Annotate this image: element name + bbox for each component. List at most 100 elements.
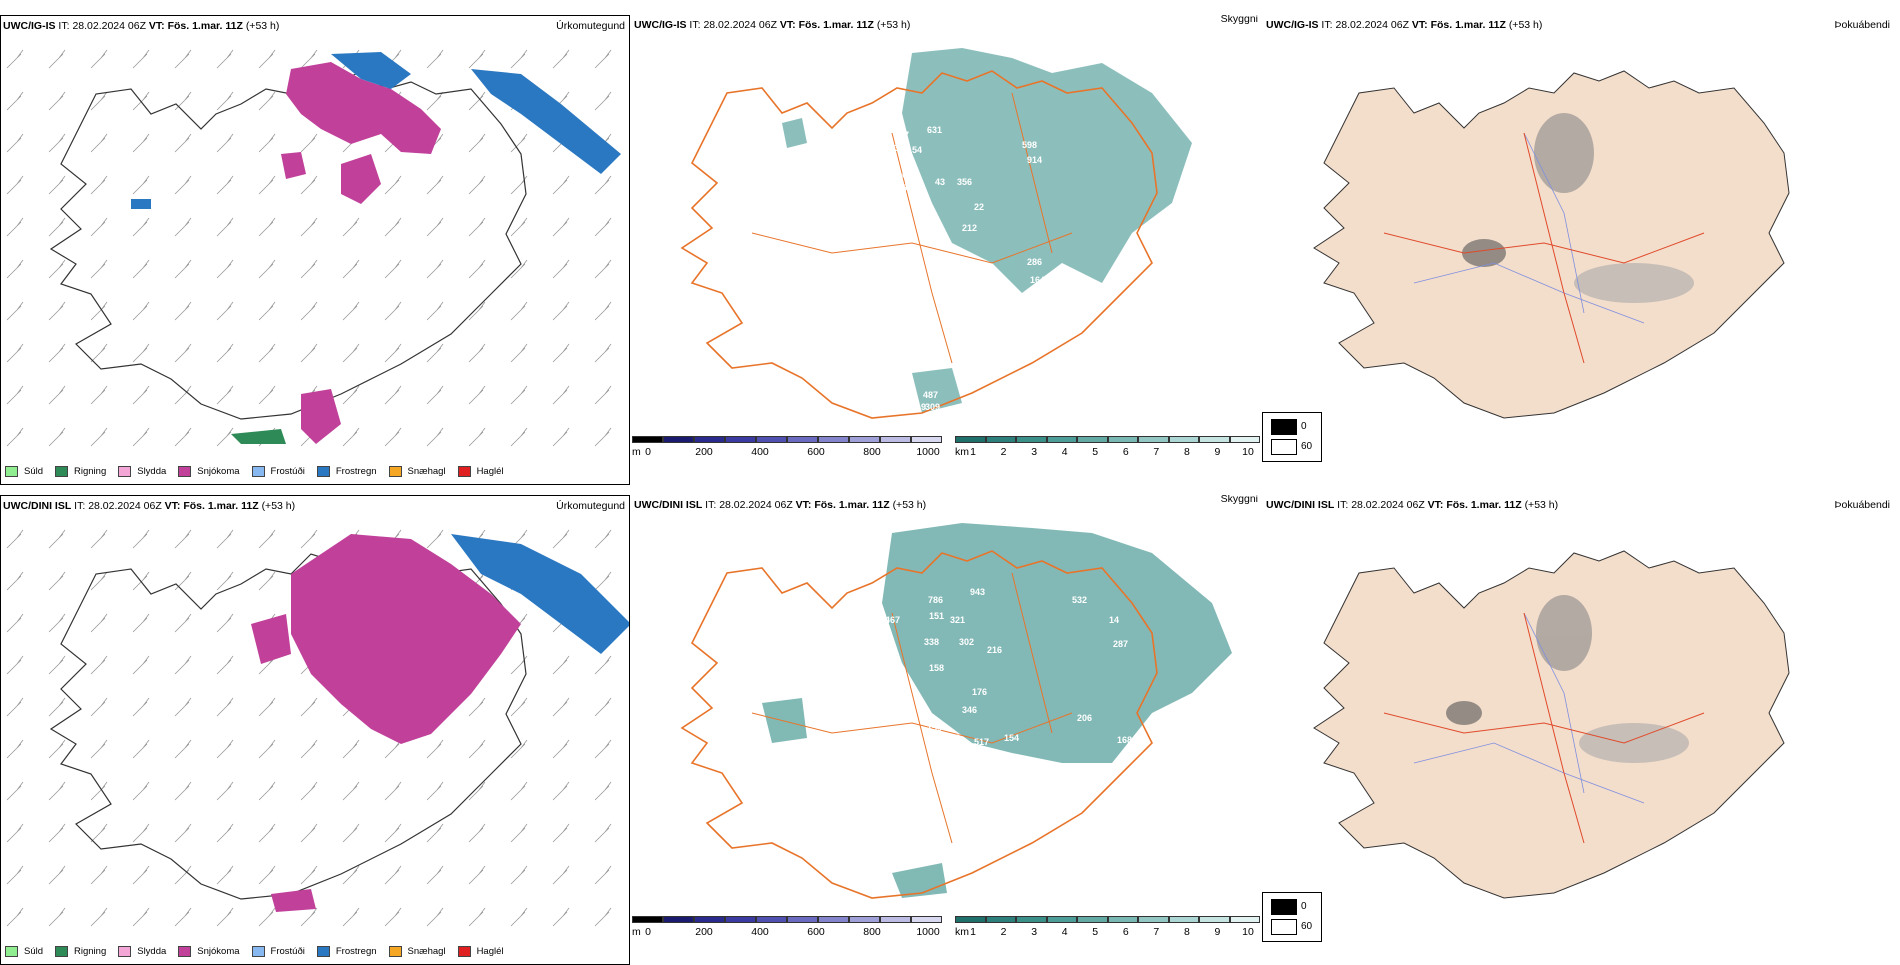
wind-barb (342, 259, 360, 279)
colorbar-segment (818, 436, 849, 443)
wind-barb (594, 907, 612, 927)
wind-barb (6, 613, 24, 633)
legend-swatch (457, 465, 471, 477)
colorbar-tick: 10 (1242, 926, 1254, 938)
legend-item: Haglél (457, 465, 504, 477)
wind-barb (258, 571, 276, 591)
wind-barb (90, 385, 108, 405)
legend-label: Frostregn (335, 945, 377, 957)
lead-time: (+53 h) (1508, 19, 1543, 31)
wind-barb (258, 133, 276, 153)
wind-barb (510, 343, 528, 363)
cloud-base-label: 321 (950, 615, 965, 625)
colorbar-tick: 6 (1122, 926, 1129, 938)
colorbar-segment (955, 436, 986, 443)
colorbar-segment (880, 436, 911, 443)
wind-barb (48, 781, 66, 801)
precip-legend: Súld Rigning Slydda Snjókoma Frostúði Frostre… (5, 942, 516, 960)
legend-label: Snjókoma (197, 945, 240, 957)
wind-barb (594, 217, 612, 237)
colorbar-unit: m (632, 446, 641, 458)
legend-item: Rigning (55, 465, 106, 477)
wind-barb (258, 301, 276, 321)
wind-barb (468, 91, 486, 111)
vt-label: VT: (164, 500, 181, 512)
wind-barb (594, 697, 612, 717)
wind-barb (258, 49, 276, 69)
wind-barb (90, 823, 108, 843)
fog-legend-row1: 0 60 (1262, 412, 1322, 462)
cloud-base-label: 77 (970, 343, 980, 353)
vt-value: Fös. 1.mar. 11Z (1430, 19, 1506, 31)
colorbar-tick: 7 (1153, 926, 1160, 938)
wind-barb (510, 781, 528, 801)
cloud-map: 786 943 532 467 151 321 338 302 216 158 14 287 176 34… (680, 523, 1232, 899)
colorbar-tick: 5 (1092, 926, 1099, 938)
wind-barb (258, 175, 276, 195)
field-name: Skyggni (1220, 15, 1258, 25)
colorbar-segment (756, 436, 787, 443)
wind-barb (468, 385, 486, 405)
legend-swatch (388, 945, 402, 957)
wind-barb (48, 739, 66, 759)
fog-map (1313, 70, 1790, 419)
wind-barb (132, 739, 150, 759)
wind-barb (300, 259, 318, 279)
fog-shading (1446, 595, 1689, 763)
colorbar-tick: 200 (695, 926, 713, 938)
wind-barb (258, 385, 276, 405)
wind-barb (468, 259, 486, 279)
wind-barb (132, 259, 150, 279)
wind-barb (216, 301, 234, 321)
wind-barb (426, 259, 444, 279)
fog-legend-low: 0 (1301, 421, 1307, 432)
panel-header: UWC/IG-IS IT: 28.02.2024 06Z VT: Fös. 1.… (634, 15, 1258, 33)
wind-barb (426, 823, 444, 843)
wind-barb (48, 865, 66, 885)
wind-barb (468, 175, 486, 195)
legend-swatch (178, 465, 192, 477)
cloud-base-label: 419 (911, 402, 926, 412)
wind-barb (174, 301, 192, 321)
cloud-base-label: 338 (924, 637, 939, 647)
colorbar-tick: 2 (1000, 926, 1007, 938)
wind-barb (174, 259, 192, 279)
wind-barb (258, 781, 276, 801)
panel-header: UWC/DINI ISL IT: 28.02.2024 06Z VT: Fös.… (3, 500, 625, 514)
colorbar-tick: 800 (863, 446, 881, 458)
colorbar-segment (985, 436, 1016, 443)
colorbar-tick: 1000 (916, 926, 940, 938)
wind-barb (342, 301, 360, 321)
wind-barb (552, 343, 570, 363)
wind-barb (6, 175, 24, 195)
wind-barb (132, 385, 150, 405)
field-name: Skyggni (1220, 495, 1258, 505)
colorbar-segment (632, 916, 663, 923)
lead-time: (+53 h) (876, 19, 911, 31)
wind-barb (300, 907, 318, 927)
wind-barb (132, 907, 150, 927)
cloud-base-label: 154 (1004, 733, 1019, 743)
legend-item: Snjókoma (178, 465, 240, 477)
wind-barb (6, 91, 24, 111)
precip-map (6, 49, 621, 447)
legend-item: Haglél (457, 945, 504, 957)
wind-barb (384, 343, 402, 363)
wind-barb (426, 343, 444, 363)
wind-barb (594, 259, 612, 279)
wind-barb (216, 697, 234, 717)
wind-barb (594, 823, 612, 843)
field-name: Þokuábendi (1834, 19, 1890, 31)
colorbar-tick: 6 (1122, 446, 1129, 458)
wind-barb (216, 655, 234, 675)
wind-barb (426, 907, 444, 927)
it-label: IT: (1337, 499, 1349, 511)
legend-label: Slydda (137, 945, 167, 957)
legend-label: Súld (24, 465, 44, 477)
colorbar-tick: 0 (645, 446, 651, 458)
it-label: IT: (1321, 19, 1333, 31)
wind-barb (6, 427, 24, 447)
colorbar-segment (787, 916, 818, 923)
wind-barb (174, 697, 192, 717)
it-value: 28.02.2024 06Z (1351, 499, 1425, 511)
